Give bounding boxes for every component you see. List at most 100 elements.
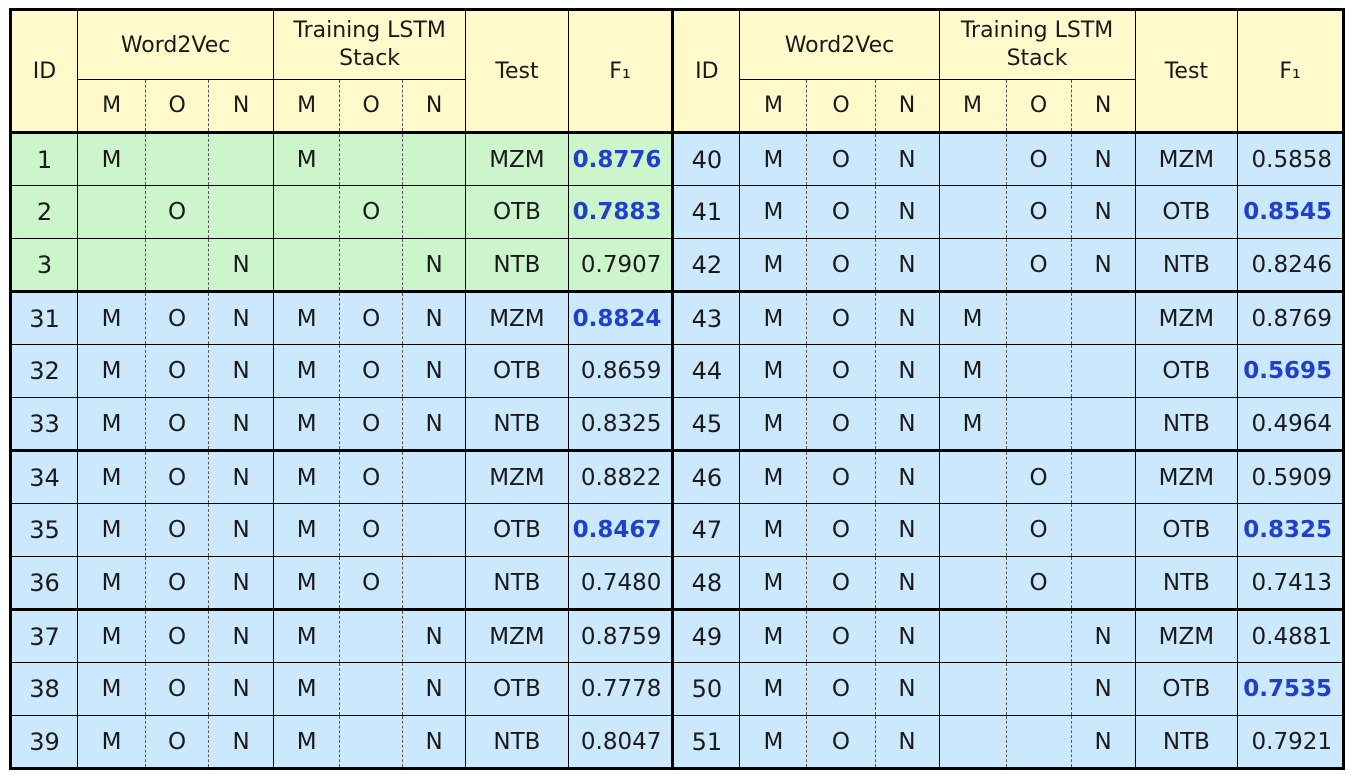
header-training-sub-n: N — [1071, 79, 1136, 134]
cell-word2vec: N — [208, 397, 275, 452]
cell-training: M — [273, 291, 341, 345]
cell-word2vec: O — [806, 238, 876, 293]
cell-word2vec: M — [77, 132, 147, 186]
cell-word2vec: N — [875, 715, 940, 770]
cell-training: O — [1006, 503, 1072, 557]
cell-word2vec: M — [77, 503, 147, 557]
cell-training — [939, 503, 1007, 557]
table-row: 3 N N NTB 0.7907 42 M O N O N NTB 0.8246 — [8, 238, 1345, 293]
table-row: 37 M O N M N MZM 0.8759 49 M O N N MZM 0.4881 — [8, 609, 1345, 663]
cell-word2vec: N — [875, 450, 940, 504]
cell-training: O — [339, 556, 404, 611]
cell-test: OTB — [1135, 662, 1239, 716]
cell-f1: 0.7921 — [1237, 715, 1345, 770]
cell-word2vec: N — [875, 132, 940, 186]
cell-test: MZM — [1135, 291, 1239, 345]
cell-test: MZM — [465, 291, 569, 345]
cell-word2vec: M — [739, 132, 808, 186]
cell-word2vec: N — [208, 503, 275, 557]
cell-word2vec: O — [145, 344, 210, 398]
cell-training — [402, 185, 467, 239]
cell-word2vec — [145, 238, 210, 293]
cell-word2vec: N — [208, 556, 275, 611]
cell-f1-best: 0.8776 — [568, 132, 675, 186]
cell-training — [339, 715, 404, 770]
cell-training — [1071, 450, 1136, 504]
cell-f1: 0.8759 — [568, 609, 675, 663]
cell-word2vec: O — [806, 132, 876, 186]
cell-training — [339, 662, 404, 716]
cell-word2vec — [77, 238, 147, 293]
cell-word2vec: M — [77, 662, 147, 716]
cell-word2vec: O — [145, 397, 210, 452]
cell-word2vec: M — [739, 609, 808, 663]
cell-word2vec: O — [145, 715, 210, 770]
cell-f1: 0.8822 — [568, 450, 675, 504]
cell-word2vec: M — [77, 609, 147, 663]
table-row: 39 M O N M N NTB 0.8047 51 M O N N NTB 0.7921 — [8, 715, 1345, 770]
header-word2vec: Word2Vec — [739, 8, 940, 80]
cell-word2vec: N — [208, 662, 275, 716]
cell-word2vec: N — [208, 238, 275, 293]
cell-word2vec: O — [145, 185, 210, 239]
cell-training — [1071, 556, 1136, 611]
cell-test: OTB — [465, 503, 569, 557]
header-word2vec: Word2Vec — [77, 8, 275, 80]
cell-training: O — [1006, 450, 1072, 504]
cell-word2vec: O — [145, 450, 210, 504]
cell-f1: 0.7907 — [568, 238, 675, 293]
cell-training — [1006, 609, 1072, 663]
cell-training — [339, 132, 404, 186]
cell-word2vec: M — [77, 344, 147, 398]
cell-training: N — [402, 609, 467, 663]
cell-f1-best: 0.7883 — [568, 185, 675, 239]
cell-id: 51 — [671, 715, 741, 770]
cell-test: NTB — [465, 397, 569, 452]
cell-training — [402, 503, 467, 557]
cell-training: M — [273, 556, 341, 611]
cell-id: 1 — [8, 132, 79, 186]
cell-training: M — [939, 291, 1007, 345]
cell-f1-best: 0.7535 — [1237, 662, 1345, 716]
cell-word2vec — [208, 185, 275, 239]
cell-word2vec: O — [806, 503, 876, 557]
cell-training — [1006, 291, 1072, 345]
cell-training: M — [939, 344, 1007, 398]
cell-training: N — [402, 344, 467, 398]
cell-training: N — [402, 397, 467, 452]
cell-test: MZM — [1135, 450, 1239, 504]
cell-training — [273, 185, 341, 239]
cell-training: M — [273, 450, 341, 504]
cell-id: 48 — [671, 556, 741, 611]
cell-f1: 0.8659 — [568, 344, 675, 398]
cell-training — [939, 556, 1007, 611]
table-row: 31 M O N M O N MZM 0.8824 43 M O N M MZM 0.8769 — [8, 291, 1345, 345]
cell-test: OTB — [465, 185, 569, 239]
cell-word2vec: N — [875, 662, 940, 716]
table-row: 2 O O OTB 0.7883 41 M O N O N OTB 0.8545 — [8, 185, 1345, 239]
cell-word2vec — [208, 132, 275, 186]
cell-word2vec: M — [739, 291, 808, 345]
header-training-sub-o: O — [1006, 79, 1072, 134]
cell-training: O — [1006, 132, 1072, 186]
cell-id: 35 — [8, 503, 79, 557]
cell-id: 3 — [8, 238, 79, 293]
cell-test: NTB — [1135, 238, 1239, 293]
cell-training: N — [1071, 715, 1136, 770]
cell-word2vec: N — [875, 344, 940, 398]
cell-id: 45 — [671, 397, 741, 452]
cell-test: MZM — [1135, 132, 1239, 186]
results-table-container: ID Word2Vec Training LSTM Stack Test F₁ ID Wor… — [8, 8, 1345, 770]
cell-word2vec: N — [208, 609, 275, 663]
cell-f1: 0.4964 — [1237, 397, 1345, 452]
cell-word2vec: O — [806, 609, 876, 663]
cell-f1-best: 0.8467 — [568, 503, 675, 557]
cell-word2vec: N — [875, 397, 940, 452]
cell-word2vec: O — [806, 450, 876, 504]
cell-training — [939, 185, 1007, 239]
cell-training: M — [273, 662, 341, 716]
header-training-lstm-stack: Training LSTM Stack — [939, 8, 1136, 80]
header-training-sub-n: N — [402, 79, 467, 134]
cell-test: MZM — [465, 132, 569, 186]
cell-id: 44 — [671, 344, 741, 398]
